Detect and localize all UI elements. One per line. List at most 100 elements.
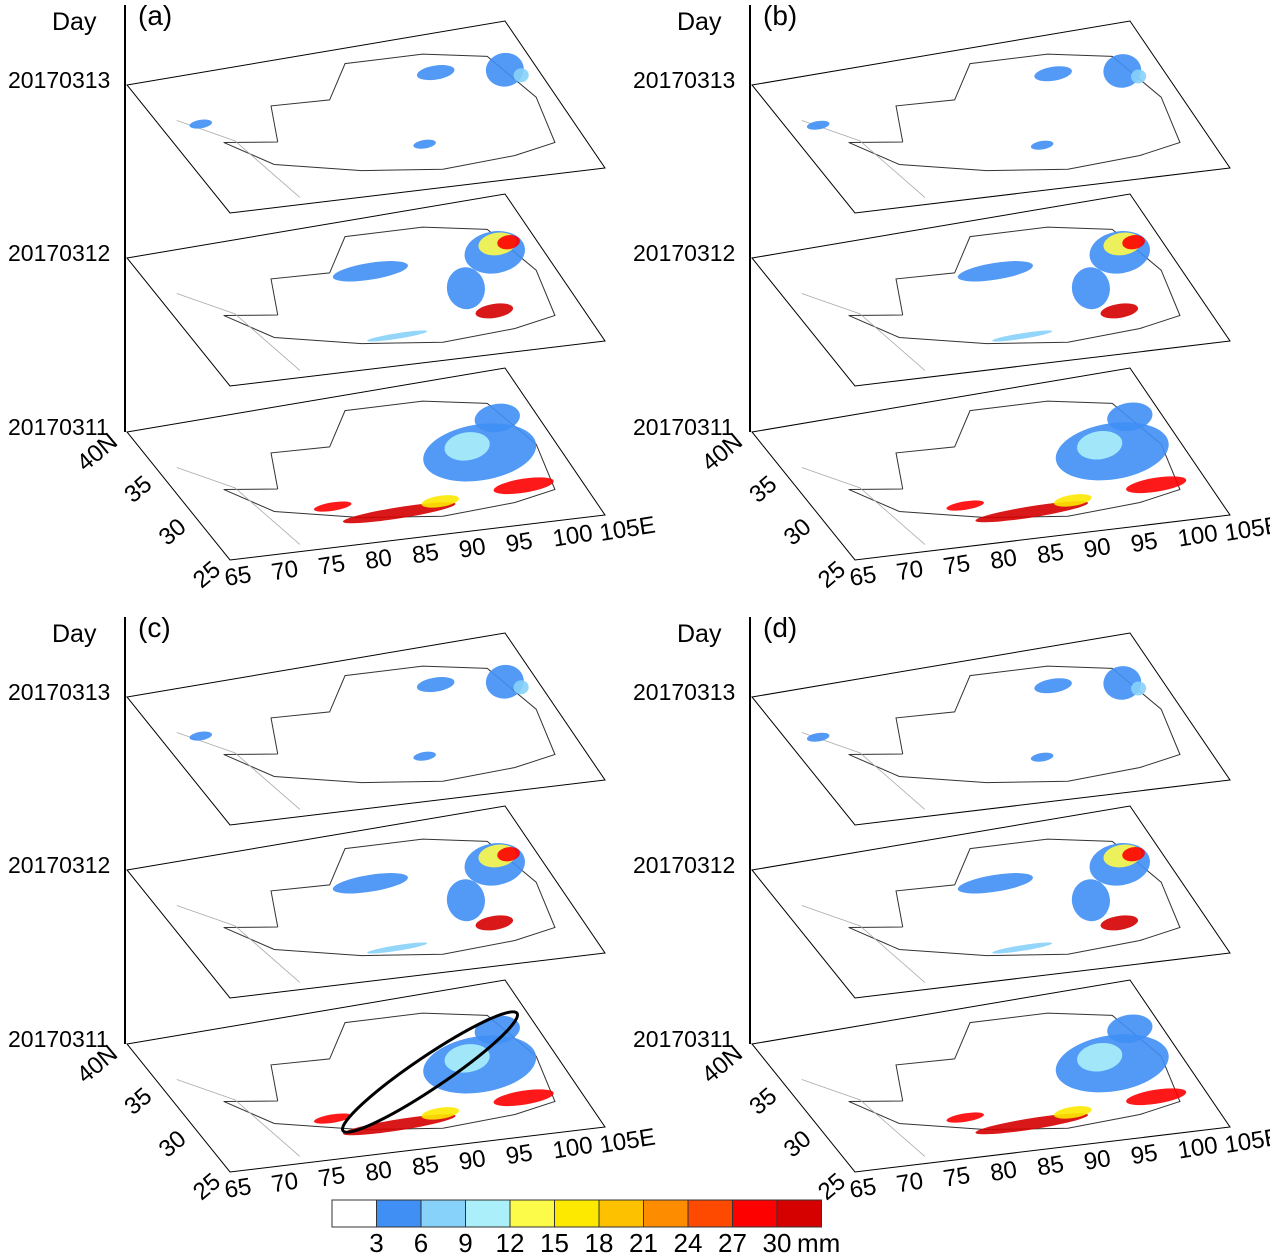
colorbar-tick-label: 6: [414, 1228, 428, 1258]
lon-tick-label: 95: [504, 527, 535, 558]
lon-tick-label: 90: [1082, 533, 1113, 564]
lon-tick-label: 95: [1129, 527, 1160, 558]
lon-tick-label: 75: [941, 1162, 972, 1193]
colorbar-swatch: [643, 1199, 689, 1228]
day-axis-label: Day: [52, 620, 97, 648]
day-axis-label: Day: [677, 8, 722, 36]
date-label: 20170312: [633, 240, 735, 266]
precip-area: [416, 65, 455, 81]
precip-area: [1077, 430, 1123, 460]
colorbar-swatch: [732, 1199, 778, 1228]
plateau-boundary: [848, 1012, 1181, 1131]
map-slice-20170312: [126, 193, 606, 387]
lat-tick-label: 30: [779, 1125, 817, 1163]
lon-tick-label: 95: [1129, 1139, 1160, 1170]
panel-b: Day (b)20170313201703122017031140N3530256…: [633, 0, 1270, 594]
precip-area: [975, 1113, 1089, 1135]
lon-tick-label: 95: [504, 1139, 535, 1170]
lon-tick-label: 70: [270, 1167, 301, 1198]
lat-tick-label: 35: [744, 471, 782, 509]
panel-label: (d): [763, 612, 797, 643]
precip-area: [1107, 402, 1153, 432]
lon-tick-label: 90: [457, 1145, 488, 1176]
plateau-boundary: [848, 53, 1181, 172]
panel-label: (b): [763, 0, 797, 31]
map-frame: [751, 805, 1231, 999]
precip-area: [957, 261, 1033, 282]
colorbar-tick-label: 30: [763, 1228, 792, 1258]
colorbar-swatch: [509, 1199, 555, 1228]
precip-area: [975, 501, 1089, 523]
map-slice-20170313: [126, 632, 606, 826]
date-label: 20170312: [633, 852, 735, 878]
lon-tick-label: 100: [551, 520, 595, 553]
precip-area: [1030, 752, 1054, 762]
precip-area: [1053, 494, 1092, 507]
lon-tick-label: 65: [223, 561, 254, 592]
date-label: 20170311: [8, 414, 109, 440]
precip-area: [957, 873, 1033, 894]
precip-area: [444, 1044, 490, 1073]
plateau-boundary: [848, 400, 1181, 519]
country-border: [801, 905, 926, 983]
precip-area: [313, 1113, 352, 1124]
lon-tick-label: 80: [988, 544, 1019, 575]
precip-area: [1071, 879, 1110, 922]
map-frame: [751, 193, 1231, 387]
precip-area: [1100, 915, 1139, 931]
precip-area: [497, 847, 520, 862]
date-label: 20170313: [633, 67, 735, 93]
country-border: [176, 293, 301, 371]
lat-tick-label: 25: [188, 556, 226, 594]
day-axis-label: Day: [677, 620, 722, 648]
precip-area: [1077, 1042, 1123, 1072]
map-frame: [126, 367, 606, 561]
colorbar-tick-label: 3: [369, 1228, 383, 1258]
precip-area: [367, 330, 428, 342]
precip-area: [332, 261, 408, 282]
precip-area: [1107, 1014, 1153, 1044]
precip-area: [1122, 847, 1145, 862]
map-slice-20170313: [751, 20, 1231, 214]
precip-area: [1030, 140, 1054, 150]
lat-tick-label: 25: [188, 1168, 226, 1206]
precip-area: [1034, 66, 1072, 82]
precip-area: [474, 1015, 520, 1045]
precip-area: [992, 330, 1053, 342]
precip-area: [475, 915, 514, 931]
lon-tick-label: 90: [1082, 1145, 1113, 1176]
precip-area: [493, 477, 554, 495]
precip-area: [946, 1112, 984, 1123]
country-border: [176, 467, 301, 545]
map-frame: [126, 193, 606, 387]
precip-area: [992, 942, 1053, 954]
lon-tick-label: 80: [363, 544, 394, 575]
precip-area: [1131, 681, 1147, 696]
colorbar-tick-label: 24: [674, 1228, 703, 1258]
precip-area: [946, 500, 984, 511]
map-slice-20170312: [126, 805, 606, 999]
lat-tick-label: 25: [813, 556, 851, 594]
map-slice-20170311: [126, 979, 606, 1173]
lon-tick-label: 75: [316, 550, 347, 581]
colorbar-swatch: [776, 1199, 822, 1228]
date-label: 20170311: [633, 414, 734, 440]
colorbar-tick-label: 12: [496, 1228, 525, 1258]
lon-tick-label: 85: [410, 1151, 441, 1182]
lon-tick-label: 105E: [1223, 511, 1270, 546]
lon-tick-label: 85: [1035, 539, 1066, 570]
lat-tick-label: 35: [119, 1083, 157, 1121]
lat-tick-label: 30: [154, 1125, 192, 1163]
precip-area: [313, 501, 352, 512]
precip-area: [1034, 678, 1072, 694]
country-border: [801, 293, 926, 371]
map-frame: [126, 20, 606, 214]
map-frame: [751, 367, 1231, 561]
precip-area: [421, 495, 460, 508]
plateau-boundary: [848, 226, 1181, 345]
colorbar-swatch: [687, 1199, 733, 1228]
lon-tick-label: 80: [988, 1156, 1019, 1187]
lon-tick-label: 85: [1035, 1151, 1066, 1182]
colorbar-tick-label: 9: [458, 1228, 472, 1258]
